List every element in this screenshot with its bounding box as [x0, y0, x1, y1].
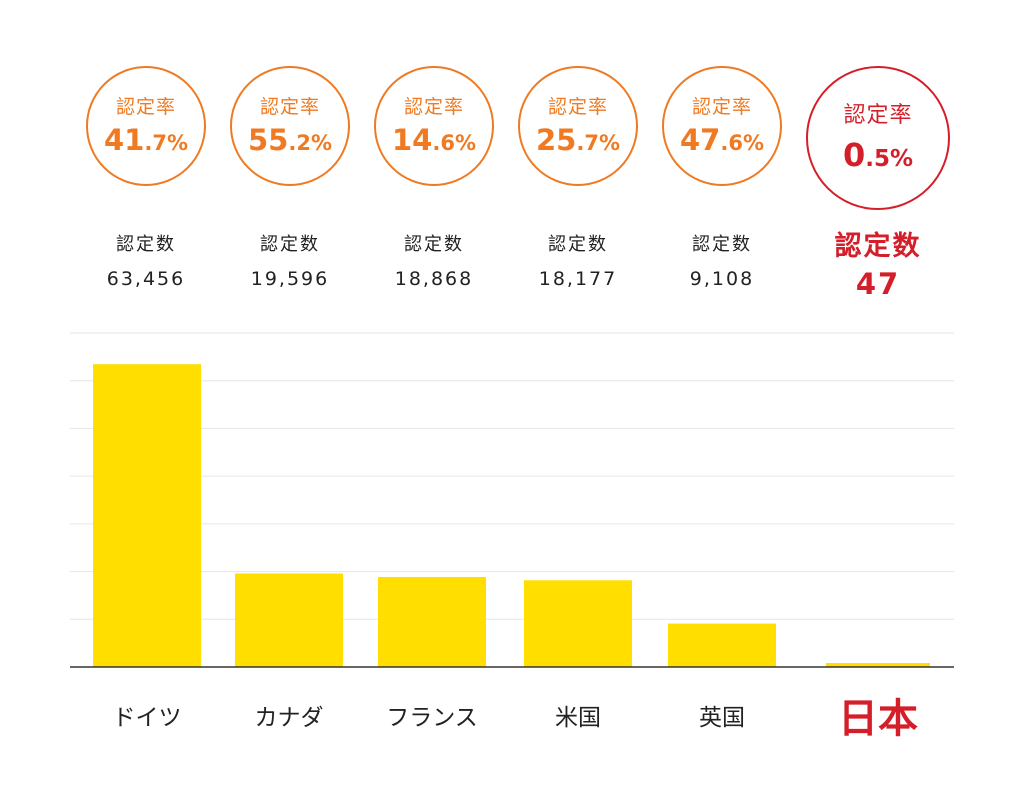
- count-value: 18,177: [538, 268, 618, 290]
- rate-value: 0.5%: [843, 139, 913, 171]
- rate-decimal: .2%: [288, 130, 332, 155]
- rate-label: 認定率: [115, 95, 176, 118]
- count-label: 認定数: [116, 234, 176, 255]
- rate-decimal: .7%: [144, 130, 188, 155]
- country-stat-3: 認定率 25.7% 認定数 18,177: [506, 66, 650, 290]
- bar-3: [524, 580, 632, 667]
- count-value: 9,108: [689, 268, 755, 290]
- count-label: 認定数: [260, 234, 320, 255]
- rate-integer: 14: [392, 122, 433, 157]
- count-value: 63,456: [106, 268, 186, 290]
- count-value: 47: [855, 267, 901, 301]
- rate-decimal: .6%: [432, 130, 476, 155]
- rate-circle: 認定率 47.6%: [662, 66, 782, 186]
- rate-decimal: .7%: [576, 130, 620, 155]
- country-stat-0: 認定率 41.7% 認定数 63,456: [74, 66, 218, 290]
- bar-4: [668, 623, 776, 667]
- x-tick-label: 英国: [699, 705, 745, 731]
- count-value: 19,596: [250, 268, 330, 290]
- x-tick-label: カナダ: [255, 705, 324, 731]
- rate-label: 認定率: [691, 95, 752, 118]
- bar-5: [826, 663, 930, 667]
- x-tick-label: フランス: [386, 705, 478, 731]
- country-stat-4: 認定率 47.6% 認定数 9,108: [650, 66, 794, 290]
- rate-value: 41.7%: [104, 122, 188, 157]
- country-stat-5: 認定率 0.5% 認定数 47: [806, 66, 950, 301]
- x-tick-label: 米国: [555, 705, 601, 731]
- rate-circle: 認定率 41.7%: [86, 66, 206, 186]
- rate-value: 25.7%: [536, 122, 620, 157]
- count-label: 認定数: [404, 234, 464, 255]
- rate-label: 認定率: [403, 95, 464, 118]
- bar-2: [378, 576, 486, 667]
- rate-decimal: .6%: [720, 130, 764, 155]
- rate-decimal: .5%: [865, 146, 914, 172]
- x-tick-label: ドイツ: [113, 705, 182, 731]
- rate-circle: 認定率 14.6%: [374, 66, 494, 186]
- rate-integer: 25: [536, 122, 577, 157]
- rate-value: 14.6%: [392, 122, 476, 157]
- rate-integer: 47: [680, 122, 721, 157]
- rate-label: 認定率: [843, 103, 913, 128]
- rate-circle: 認定率 55.2%: [230, 66, 350, 186]
- bar-1: [235, 573, 343, 667]
- x-tick-label: 日本: [838, 696, 918, 742]
- rate-value: 55.2%: [248, 122, 332, 157]
- rate-integer: 41: [104, 122, 145, 157]
- rate-integer: 55: [248, 122, 289, 157]
- rate-value: 47.6%: [680, 122, 764, 157]
- count-label: 認定数: [692, 234, 752, 255]
- country-stat-2: 認定率 14.6% 認定数 18,868: [362, 66, 506, 290]
- country-stat-1: 認定率 55.2% 認定数 19,596: [218, 66, 362, 290]
- rate-circle: 認定率 25.7%: [518, 66, 638, 186]
- rate-circle: 認定率 0.5%: [806, 66, 950, 210]
- rate-integer: 0: [842, 136, 866, 174]
- count-label: 認定数: [834, 231, 922, 262]
- count-value: 18,868: [394, 268, 474, 290]
- rate-label: 認定率: [547, 95, 608, 118]
- bar-0: [93, 364, 201, 667]
- rate-label: 認定率: [259, 95, 320, 118]
- count-label: 認定数: [548, 234, 608, 255]
